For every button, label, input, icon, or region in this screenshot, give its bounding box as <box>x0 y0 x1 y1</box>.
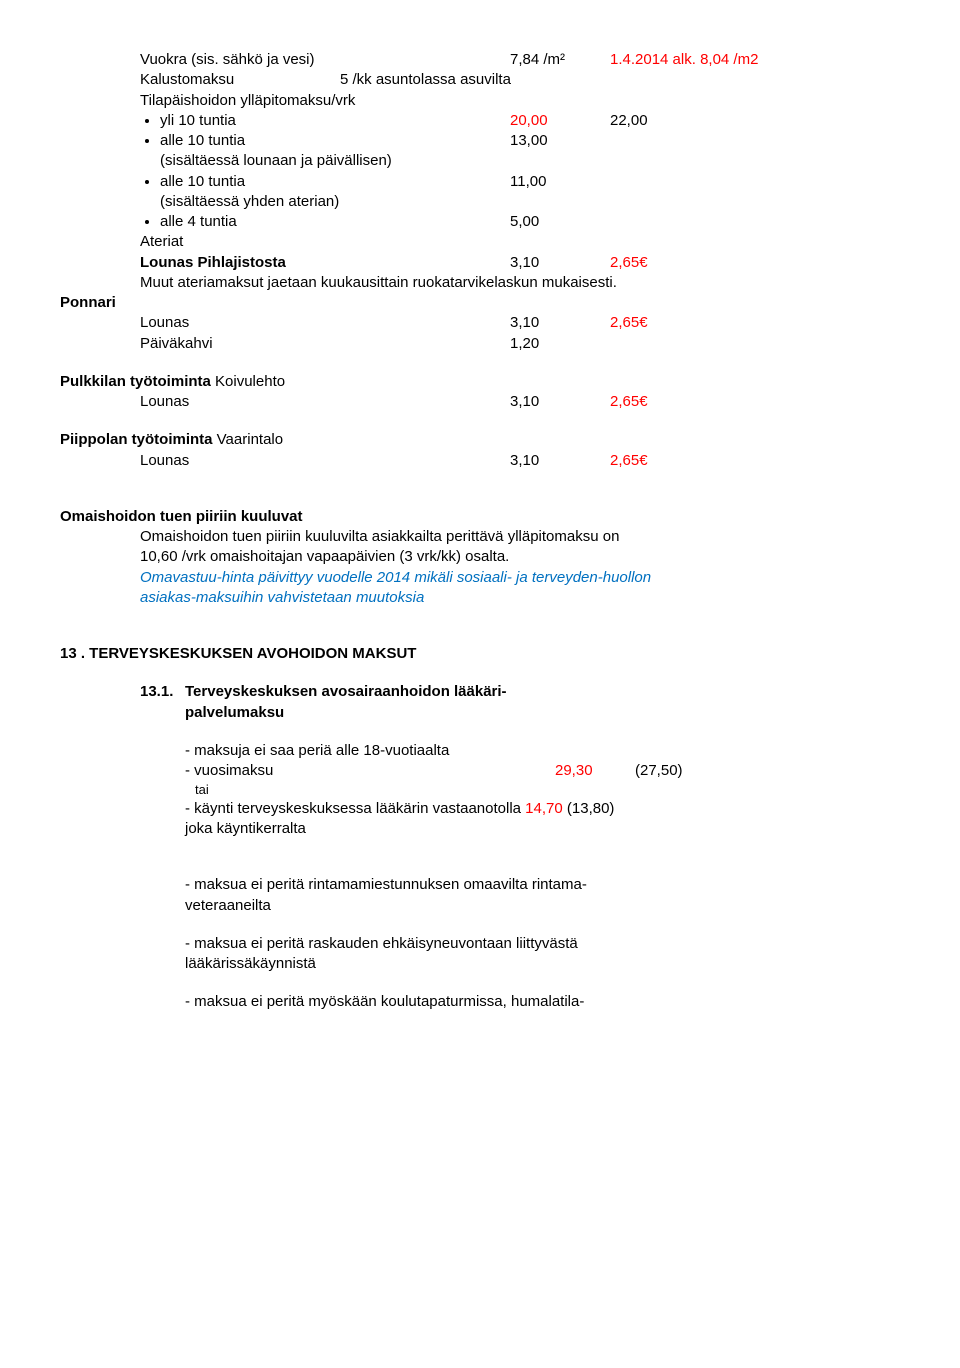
vuokra-note: 1.4.2014 alk. 8,04 /m2 <box>610 50 758 70</box>
it2-row: - vuosimaksu 29,30 (27,50) <box>60 761 900 781</box>
ponnari-lounas-row: Lounas 3,10 2,65€ <box>60 313 900 333</box>
pulkkilan-lounas-label: Lounas <box>140 392 510 412</box>
pulkkilan-v2: 2,65€ <box>610 392 710 412</box>
vuokra-row: Vuokra (sis. sähkö ja vesi) 7,84 /m² 1.4… <box>60 50 900 70</box>
ponnari-lounas-v2: 2,65€ <box>610 313 710 333</box>
ponnari-kahvi-label: Päiväkahvi <box>140 334 510 354</box>
b4-label: alle 4 tuntia <box>160 212 510 232</box>
pulkkilan-title: Pulkkilan työtoiminta <box>60 373 211 390</box>
it2-tai: tai <box>60 781 900 799</box>
section-13-title: 13 . TERVEYSKESKUKSEN AVOHOIDON MAKSUT <box>60 644 900 664</box>
it2-v2: (27,50) <box>635 761 683 781</box>
it3-a: - käynti terveyskeskuksessa lääkärin vas… <box>185 800 525 817</box>
b3-v1: 11,00 <box>510 172 610 192</box>
muut-label: Muut ateriamaksut jaetaan kuukausittain … <box>60 273 900 293</box>
b3-note: (sisältäessä yhden aterian) <box>160 192 900 212</box>
ponnari-kahvi-row: Päiväkahvi 1,20 <box>60 334 900 354</box>
lounas-pihl-v2: 2,65€ <box>610 253 710 273</box>
ponnari-title: Ponnari <box>60 293 900 313</box>
kalusto-val: 5 /kk asuntolassa asuvilta <box>340 70 511 90</box>
list-item: yli 10 tuntia 20,00 22,00 <box>160 111 900 131</box>
vuokra-val: 7,84 /m² <box>510 50 610 70</box>
sub-num: 13.1. <box>140 682 185 723</box>
piippolan-lounas-label: Lounas <box>140 451 510 471</box>
b4-v1: 5,00 <box>510 212 610 232</box>
pulkkilan-v1: 3,10 <box>510 392 610 412</box>
it2-v1: 29,30 <box>555 761 635 781</box>
it5-a: - maksua ei peritä raskauden ehkäisyneuv… <box>60 934 900 954</box>
omaishoidon-title: Omaishoidon tuen piiriin kuuluvat <box>60 507 900 527</box>
sub-l1: Terveyskeskuksen avosairaanhoidon lääkär… <box>185 682 507 702</box>
piippolan-title: Piippolan työtoiminta <box>60 431 213 448</box>
b1-v1: 20,00 <box>510 111 610 131</box>
it3-row: - käynti terveyskeskuksessa lääkärin vas… <box>60 799 900 819</box>
omaishoidon-blue1: Omavastuu-hinta päivittyy vuodelle 2014 … <box>60 568 900 588</box>
piippolan-lounas-row: Lounas 3,10 2,65€ <box>60 451 900 471</box>
ateriat-label: Ateriat <box>60 232 900 252</box>
it3-c: (13,80) <box>567 800 615 817</box>
list-item: alle 4 tuntia 5,00 <box>160 212 900 232</box>
pulkkilan-lounas-row: Lounas 3,10 2,65€ <box>60 392 900 412</box>
omaishoidon-blue2: asiakas-maksuihin vahvistetaan muutoksia <box>60 588 900 608</box>
ponnari-kahvi-v1: 1,20 <box>510 334 610 354</box>
kalusto-row: Kalustomaksu 5 /kk asuntolassa asuvilta <box>60 70 900 90</box>
b2-label: alle 10 tuntia <box>160 131 510 151</box>
omaishoidon-line2: 10,60 /vrk omaishoitajan vapaapäivien (3… <box>60 547 900 567</box>
vuokra-label: Vuokra (sis. sähkö ja vesi) <box>140 50 510 70</box>
list-item: alle 10 tuntia 13,00 (sisältäessä lounaa… <box>160 131 900 172</box>
b2-note: (sisältäessä lounaan ja päivällisen) <box>160 151 900 171</box>
it4-a: - maksua ei peritä rintamamiestunnuksen … <box>60 875 900 895</box>
sub-l2: palvelumaksu <box>185 703 507 723</box>
bullet-list: yli 10 tuntia 20,00 22,00 alle 10 tuntia… <box>60 111 900 233</box>
kalusto-label: Kalustomaksu <box>140 70 340 90</box>
b3-label: alle 10 tuntia <box>160 172 510 192</box>
list-item: alle 10 tuntia 11,00 (sisältäessä yhden … <box>160 172 900 213</box>
it2-label: - vuosimaksu <box>185 761 555 781</box>
it5-b: lääkärissäkäynnistä <box>60 954 900 974</box>
piippolan-suffix: Vaarintalo <box>213 431 284 448</box>
tilap-label: Tilapäishoidon ylläpitomaksu/vrk <box>60 91 900 111</box>
pulkkilan-title-row: Pulkkilan työtoiminta Koivulehto <box>60 372 900 392</box>
b1-label: yli 10 tuntia <box>160 111 510 131</box>
lounas-pihl-label: Lounas Pihlajistosta <box>140 253 510 273</box>
piippolan-v1: 3,10 <box>510 451 610 471</box>
it6: - maksua ei peritä myöskään koulutapatur… <box>60 992 900 1012</box>
it4-b: veteraaneilta <box>60 896 900 916</box>
it3-b: 14,70 <box>525 800 567 817</box>
it1: - maksuja ei saa periä alle 18-vuotiaalt… <box>60 741 900 761</box>
ponnari-lounas-label: Lounas <box>140 313 510 333</box>
lounas-pihl-row: Lounas Pihlajistosta 3,10 2,65€ <box>60 253 900 273</box>
pulkkilan-suffix: Koivulehto <box>211 373 285 390</box>
b2-v1: 13,00 <box>510 131 610 151</box>
ponnari-lounas-v1: 3,10 <box>510 313 610 333</box>
piippolan-title-row: Piippolan työtoiminta Vaarintalo <box>60 430 900 450</box>
lounas-pihl-v1: 3,10 <box>510 253 610 273</box>
piippolan-v2: 2,65€ <box>610 451 710 471</box>
b1-v2: 22,00 <box>610 111 710 131</box>
sub-13-1: 13.1. Terveyskeskuksen avosairaanhoidon … <box>60 682 900 723</box>
omaishoidon-line1: Omaishoidon tuen piiriin kuuluvilta asia… <box>60 527 900 547</box>
it3-d: joka käyntikerralta <box>60 819 900 839</box>
